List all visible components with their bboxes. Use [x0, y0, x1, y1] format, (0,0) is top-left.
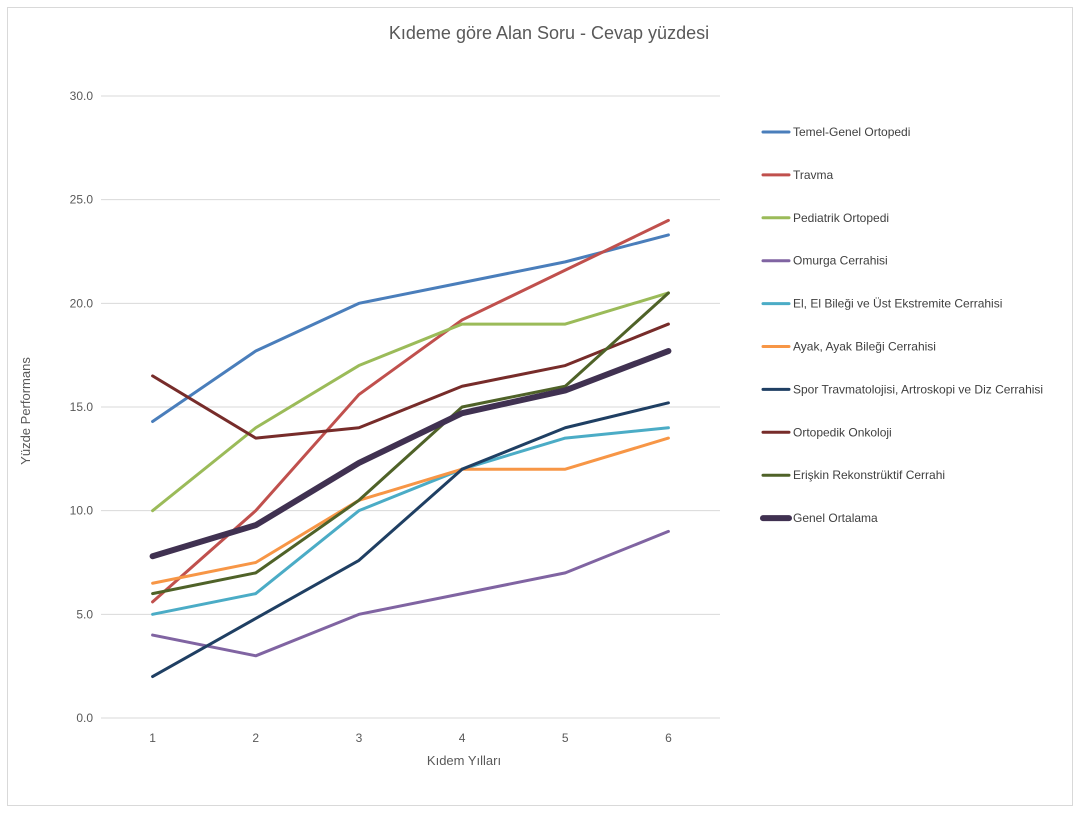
- legend-label: Ortopedik Onkoloji: [793, 425, 892, 439]
- x-tick-label: 2: [252, 731, 259, 745]
- legend-item[interactable]: El, El Bileği ve Üst Ekstremite Cerrahis…: [761, 297, 1002, 311]
- legend-label: El, El Bileği ve Üst Ekstremite Cerrahis…: [793, 297, 1002, 311]
- legend-label: Temel-Genel Ortopedi: [793, 125, 910, 139]
- legend-label: Pediatrik Ortopedi: [793, 211, 889, 225]
- legend-label: Spor Travmatolojisi, Artroskopi ve Diz C…: [793, 382, 1043, 396]
- y-axis-title: Yüzde Performans: [18, 357, 33, 465]
- x-axis-ticks: 1 2 3 4 5 6: [149, 731, 672, 745]
- legend-item[interactable]: Pediatrik Ortopedi: [761, 211, 889, 225]
- series-lines: [149, 218, 672, 679]
- x-tick-label: 1: [149, 731, 156, 745]
- series-line-3: [151, 291, 670, 513]
- legend-item[interactable]: Temel-Genel Ortopedi: [761, 125, 910, 139]
- y-tick-label: 15.0: [70, 400, 94, 414]
- series-line-7: [151, 401, 670, 679]
- legend-item[interactable]: Ayak, Ayak Bileği Cerrahisi: [761, 340, 936, 354]
- legend-label: Genel Ortalama: [793, 511, 878, 525]
- line-chart: Kıdeme göre Alan Soru - Cevap yüzdesi 0.…: [18, 23, 1043, 768]
- series-line-9: [151, 291, 670, 596]
- legend-label: Erişkin Rekonstrüktif Cerrahi: [793, 468, 945, 482]
- y-tick-label: 30.0: [70, 89, 94, 103]
- series-line-6: [151, 436, 670, 585]
- legend-item[interactable]: Genel Ortalama: [760, 511, 878, 525]
- y-axis-ticks: 0.0 5.0 10.0 15.0 20.0 25.0 30.0: [70, 89, 94, 725]
- y-tick-label: 0.0: [76, 711, 93, 725]
- chart-frame: Kıdeme göre Alan Soru - Cevap yüzdesi 0.…: [7, 7, 1073, 806]
- legend-label: Omurga Cerrahisi: [793, 254, 888, 268]
- x-tick-label: 6: [665, 731, 672, 745]
- legend-item[interactable]: Erişkin Rekonstrüktif Cerrahi: [761, 468, 945, 482]
- legend-item[interactable]: Omurga Cerrahisi: [761, 254, 888, 268]
- legend-label: Ayak, Ayak Bileği Cerrahisi: [793, 340, 936, 354]
- x-tick-label: 5: [562, 731, 569, 745]
- y-tick-label: 25.0: [70, 193, 94, 207]
- series-line-8: [151, 322, 670, 440]
- legend-label: Travma: [793, 168, 834, 182]
- y-tick-label: 10.0: [70, 504, 94, 518]
- legend-item[interactable]: Spor Travmatolojisi, Artroskopi ve Diz C…: [761, 382, 1043, 396]
- series-line-5: [151, 426, 670, 616]
- x-axis-title: Kıdem Yılları: [427, 753, 501, 768]
- series-line-2: [151, 218, 670, 604]
- y-tick-label: 20.0: [70, 296, 94, 310]
- series-line-10: [149, 348, 672, 560]
- legend-item[interactable]: Ortopedik Onkoloji: [761, 425, 892, 439]
- series-line-1: [151, 233, 670, 424]
- legend-item[interactable]: Travma: [761, 168, 834, 182]
- series-line-4: [151, 529, 670, 658]
- legend[interactable]: Temel-Genel Ortopedi Travma Pediatrik Orto…: [760, 125, 1043, 525]
- x-tick-label: 4: [459, 731, 466, 745]
- x-tick-label: 3: [356, 731, 363, 745]
- chart-title: Kıdeme göre Alan Soru - Cevap yüzdesi: [389, 23, 709, 43]
- y-tick-label: 5.0: [76, 607, 93, 621]
